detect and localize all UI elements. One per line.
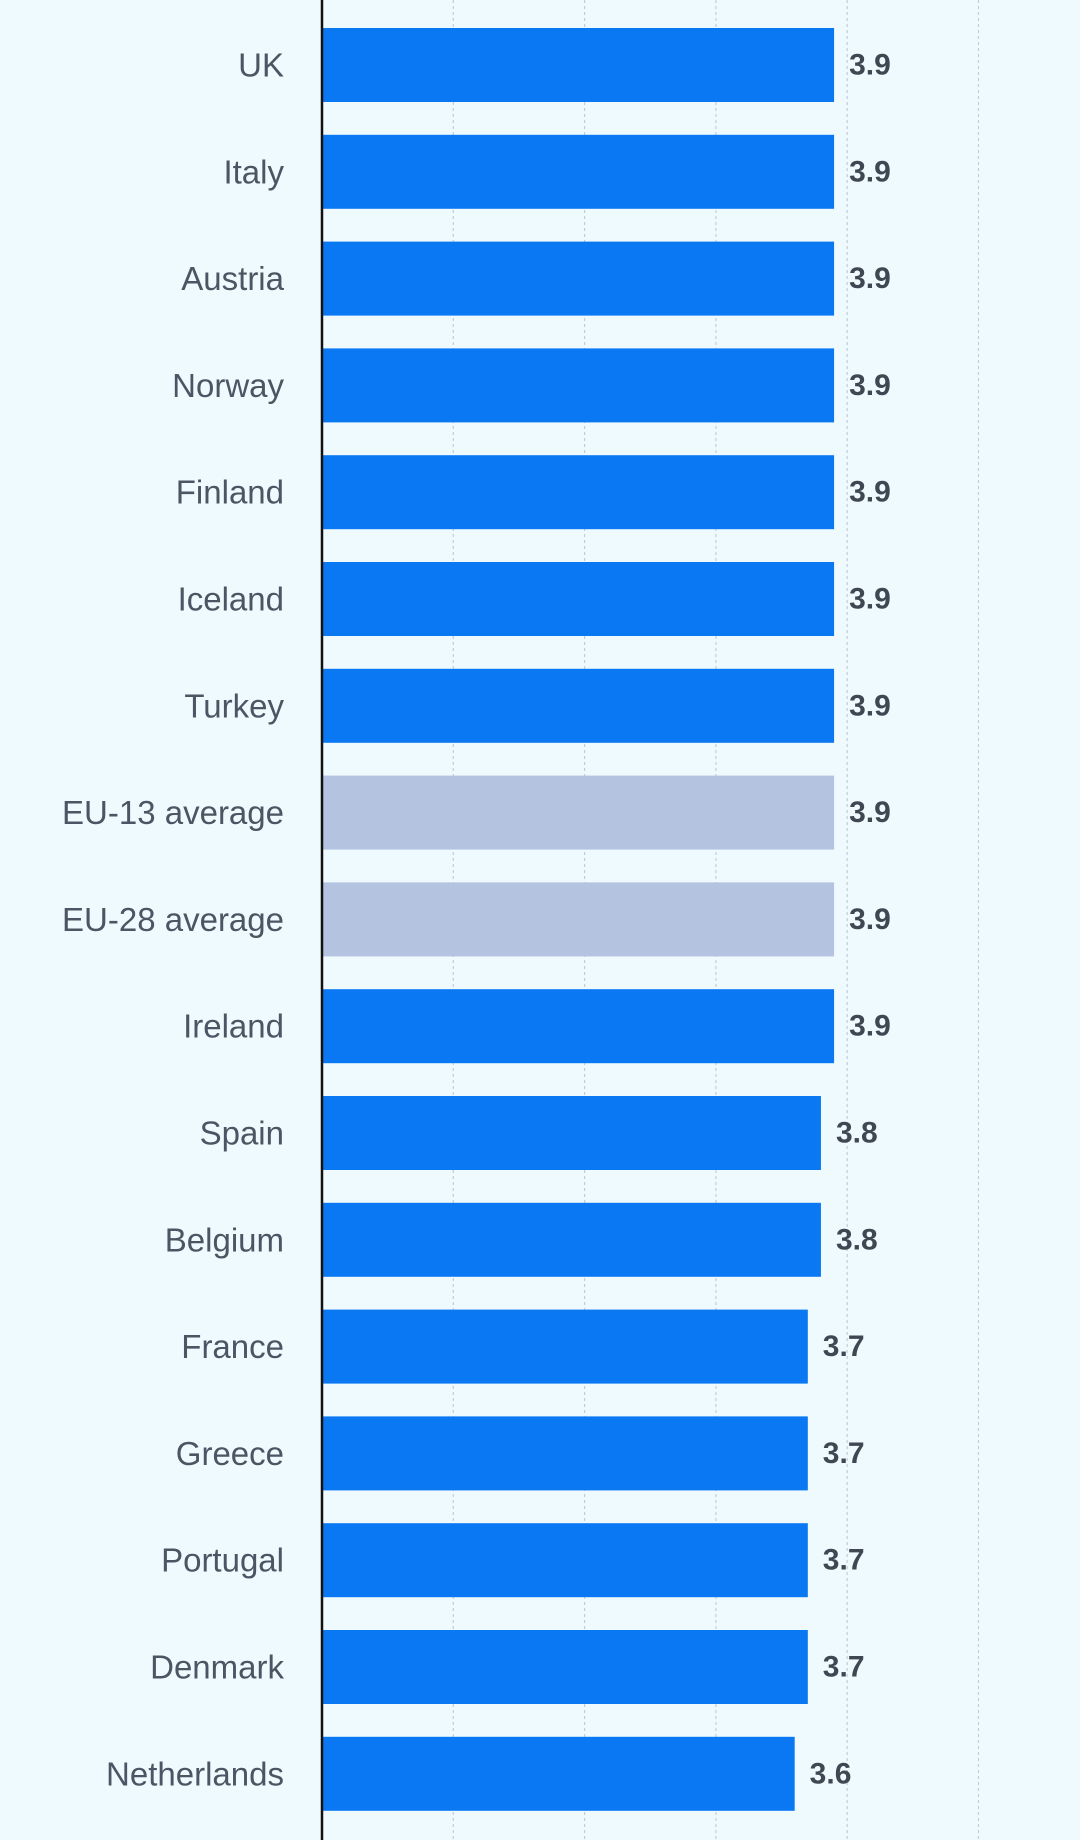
bar — [323, 1202, 821, 1277]
value-label: 3.8 — [836, 1223, 878, 1256]
value-label: 3.9 — [849, 689, 891, 722]
bar — [323, 1096, 821, 1170]
value-labels: 3.9 3.9 3.9 3.9 3.9 3.9 3.9 3.9 3.9 3.9 3.8 3.8 3.7 3… — [810, 49, 891, 1791]
value-label: 3.6 — [810, 1757, 852, 1790]
value-label: 3.9 — [849, 796, 891, 829]
value-label: 3.9 — [849, 583, 891, 616]
category-label: Spain — [200, 1115, 284, 1152]
bar — [323, 562, 835, 636]
category-label: France — [181, 1328, 284, 1365]
bar — [323, 1416, 808, 1491]
value-label: 3.7 — [823, 1544, 865, 1577]
bar — [323, 241, 835, 316]
category-labels: UK Italy Austria Norway Finland Iceland Turkey… — [62, 47, 285, 1793]
category-label: Denmark — [150, 1649, 284, 1686]
value-label: 3.9 — [849, 262, 891, 295]
category-label: Austria — [181, 260, 284, 297]
value-label: 3.7 — [823, 1330, 865, 1363]
category-label: Italy — [223, 153, 284, 190]
bar — [323, 1523, 808, 1598]
value-label: 3.8 — [836, 1117, 878, 1150]
value-label: 3.9 — [849, 1010, 891, 1043]
bar — [323, 455, 835, 530]
bar — [323, 1630, 808, 1704]
bar — [323, 348, 835, 423]
bar — [323, 668, 835, 743]
bar — [323, 1736, 795, 1811]
bar — [323, 775, 835, 850]
value-label: 3.7 — [823, 1437, 865, 1470]
category-label: EU-28 average — [62, 901, 284, 938]
value-label: 3.7 — [823, 1651, 865, 1684]
bar — [323, 882, 835, 957]
value-label: 3.9 — [849, 155, 891, 188]
bars — [323, 28, 835, 1811]
bar — [323, 28, 835, 102]
value-label: 3.9 — [849, 369, 891, 402]
category-label: Belgium — [165, 1221, 284, 1258]
category-label: Iceland — [178, 581, 284, 618]
bar — [323, 1309, 808, 1384]
bar — [323, 989, 835, 1064]
value-label: 3.9 — [849, 903, 891, 936]
category-label: UK — [238, 47, 284, 84]
value-label: 3.9 — [849, 476, 891, 509]
category-label: Finland — [176, 474, 284, 511]
bar — [323, 134, 835, 209]
category-label: Netherlands — [106, 1755, 284, 1792]
value-label: 3.9 — [849, 49, 891, 82]
category-label: Turkey — [184, 687, 284, 724]
category-label: Ireland — [183, 1008, 284, 1045]
category-label: EU-13 average — [62, 794, 284, 831]
category-label: Portugal — [161, 1542, 284, 1579]
category-label: Norway — [172, 367, 284, 404]
category-label: Greece — [176, 1435, 284, 1472]
